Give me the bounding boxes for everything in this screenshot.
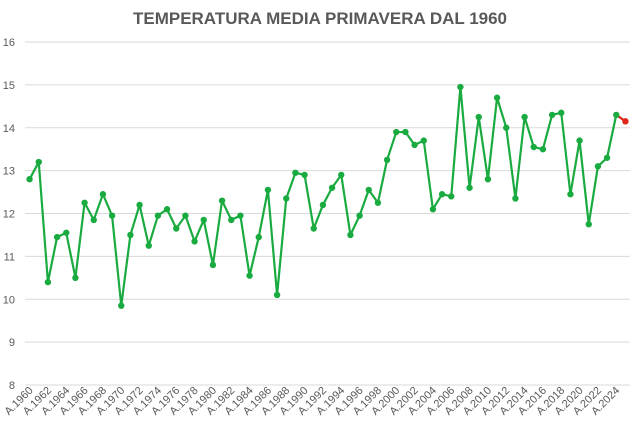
data-point [228, 216, 235, 224]
data-point [603, 154, 611, 161]
data-point [237, 212, 244, 219]
data-point [338, 171, 345, 179]
data-point [521, 113, 528, 121]
data-point [493, 94, 501, 101]
y-tick-label: 12 [3, 209, 15, 221]
data-point [393, 128, 400, 136]
data-point [319, 201, 327, 209]
data-point [200, 216, 207, 224]
data-point [438, 191, 446, 198]
data-point [264, 186, 272, 194]
data-point [347, 231, 354, 239]
data-point [503, 124, 510, 131]
data-point [99, 191, 107, 198]
data-point [136, 201, 143, 209]
data-point [118, 302, 125, 309]
data-point [328, 184, 336, 191]
series-line [28, 85, 618, 307]
data-point [283, 195, 290, 202]
data-point [594, 163, 602, 170]
data-point [35, 158, 42, 166]
data-point [218, 197, 226, 204]
y-tick-label: 8 [9, 380, 15, 392]
data-point [246, 272, 253, 279]
y-tick-label: 9 [9, 337, 15, 349]
data-point [292, 169, 299, 176]
data-point [310, 225, 317, 232]
data-point-highlight [622, 118, 629, 125]
data-point [539, 145, 547, 153]
y-tick-label: 14 [3, 123, 15, 135]
data-point [613, 111, 620, 119]
data-point [548, 111, 556, 119]
data-point [173, 225, 180, 232]
data-point [72, 274, 79, 282]
y-axis-ticks: 8 9 10 11 12 13 14 15 16 [3, 37, 15, 392]
data-point [512, 195, 519, 202]
data-point [420, 137, 427, 144]
chart-title: TEMPERATURA MEDIA PRIMAVERA DAL 1960 [133, 9, 507, 28]
x-axis-ticks: A.1960A.1962A.1964A.1966A.1968A.1970A.19… [3, 385, 623, 418]
data-point [273, 291, 281, 299]
data-point [81, 199, 88, 206]
data-point [585, 221, 592, 228]
y-tick-label: 15 [3, 80, 15, 92]
data-point [466, 184, 473, 191]
data-point [558, 109, 565, 116]
data-point [475, 113, 482, 121]
data-point [448, 193, 455, 200]
data-point [108, 212, 116, 219]
data-point [411, 141, 418, 149]
data-point [145, 242, 152, 249]
data-point [209, 261, 217, 269]
data-point [301, 171, 308, 179]
data-point [402, 128, 409, 136]
data-point [457, 83, 464, 91]
y-tick-label: 11 [4, 251, 15, 263]
y-tick-label: 10 [3, 294, 15, 306]
data-point [383, 156, 391, 164]
data-point [182, 212, 189, 219]
data-point [365, 186, 372, 194]
data-point [53, 233, 61, 241]
data-point [530, 143, 537, 151]
data-point [154, 212, 162, 219]
data-point [374, 199, 382, 206]
data-point [429, 206, 437, 213]
series-temperature [26, 83, 629, 309]
y-tick-label: 13 [3, 166, 15, 178]
data-point [356, 212, 363, 219]
data-point [567, 191, 574, 198]
data-point [63, 229, 70, 236]
data-point [90, 216, 97, 224]
data-point [44, 278, 52, 286]
y-tick-label: 16 [3, 37, 15, 49]
data-point [26, 176, 33, 183]
data-point [255, 233, 262, 241]
data-point [127, 231, 134, 239]
data-point [484, 176, 492, 183]
data-point [191, 238, 198, 245]
gridlines [25, 41, 630, 386]
data-point [163, 206, 171, 213]
data-point [576, 137, 583, 144]
